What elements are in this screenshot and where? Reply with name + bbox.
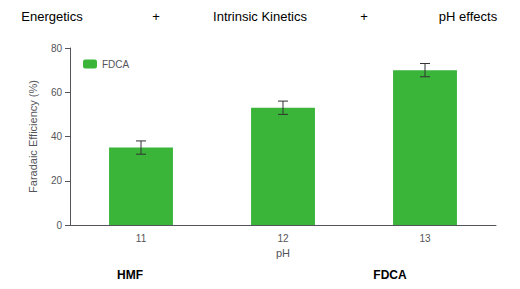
- svg-text:20: 20: [51, 175, 63, 186]
- svg-text:FDCA: FDCA: [373, 268, 407, 282]
- svg-text:Faradaic Efficiency (%): Faradaic Efficiency (%): [27, 80, 39, 193]
- svg-text:Intrinsic Kinetics: Intrinsic Kinetics: [213, 9, 307, 24]
- svg-text:pH effects: pH effects: [439, 9, 498, 24]
- svg-text:80: 80: [51, 43, 63, 54]
- svg-text:+: +: [152, 9, 160, 24]
- svg-text:Energetics: Energetics: [21, 9, 83, 24]
- svg-text:FDCA: FDCA: [102, 59, 130, 70]
- svg-text:HMF: HMF: [117, 268, 143, 282]
- svg-text:12: 12: [277, 233, 289, 244]
- svg-text:60: 60: [51, 87, 63, 98]
- svg-text:pH: pH: [276, 247, 290, 259]
- svg-text:40: 40: [51, 131, 63, 142]
- svg-text:+: +: [360, 9, 368, 24]
- svg-text:13: 13: [419, 233, 431, 244]
- svg-text:11: 11: [136, 233, 147, 244]
- svg-text:0: 0: [56, 220, 62, 231]
